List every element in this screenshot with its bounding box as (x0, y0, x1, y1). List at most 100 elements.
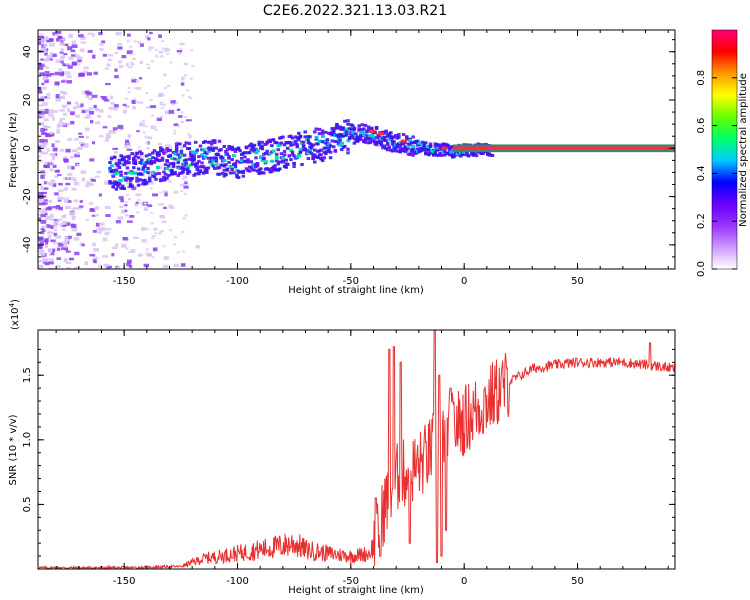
ridge-cell (108, 166, 112, 170)
ridge-core (306, 151, 311, 155)
ridge-cell (200, 161, 204, 165)
noise-speck (74, 137, 79, 141)
ridge-cell (303, 130, 307, 134)
noise-speck (107, 265, 112, 269)
ridge-cell (113, 155, 117, 159)
noise-speck (79, 205, 84, 208)
noise-speck (54, 71, 61, 76)
noise-speck (180, 190, 184, 193)
noise-speck (61, 224, 67, 227)
ridge-cell (143, 178, 147, 182)
ridge-cell (171, 165, 176, 169)
noise-speck (44, 244, 48, 249)
noise-speck (40, 212, 45, 216)
noise-speck (47, 162, 53, 165)
noise-speck (143, 202, 147, 205)
noise-speck (43, 43, 48, 48)
noise-speck (41, 131, 47, 135)
ridge-cell (154, 177, 158, 181)
noise-speck (63, 258, 68, 262)
noise-speck (68, 257, 75, 261)
x-tick-label: 50 (571, 576, 584, 587)
ridge-cell (332, 128, 336, 132)
noise-speck (169, 61, 173, 64)
noise-speck (60, 56, 65, 60)
ridge-cell (428, 144, 433, 148)
noise-speck (176, 140, 180, 143)
noise-speck (127, 66, 133, 69)
ridge-cell (379, 141, 384, 145)
noise-speck (89, 177, 95, 181)
noise-speck (59, 51, 64, 54)
noise-speck (38, 199, 43, 203)
y-tick-label: 0.5 (22, 496, 33, 512)
ridge-cell (389, 134, 393, 138)
noise-speck (102, 237, 108, 242)
noise-speck (137, 146, 141, 149)
ridge-cell (119, 173, 123, 177)
ridge-cell (387, 145, 392, 149)
noise-speck (173, 123, 179, 127)
ridge-cell (270, 169, 274, 173)
ridge-cell (260, 144, 265, 148)
ridge-cell (182, 144, 187, 148)
ridge-cell (206, 156, 211, 160)
ridge-cell (312, 130, 317, 134)
ridge-cell (346, 151, 350, 155)
ridge-cell (113, 180, 117, 184)
ridge-cell (214, 159, 219, 163)
ridge-cell (203, 140, 207, 144)
noise-speck (161, 40, 165, 43)
noise-speck (73, 106, 78, 110)
noise-speck (110, 95, 114, 100)
ridge-cell (351, 124, 355, 128)
noise-speck (99, 222, 105, 226)
noise-speck (93, 256, 99, 259)
noise-speck (168, 145, 172, 148)
noise-speck (84, 127, 90, 132)
noise-speck (90, 179, 96, 182)
noise-speck (41, 171, 46, 176)
noise-speck (85, 94, 90, 99)
noise-speck (137, 198, 141, 201)
ridge-cell (187, 170, 192, 174)
noise-speck (83, 66, 89, 70)
noise-speck (50, 52, 54, 55)
noise-speck (135, 100, 139, 103)
ridge-cell (114, 168, 119, 172)
noise-speck (150, 237, 154, 240)
noise-speck (164, 86, 168, 89)
noise-speck (38, 145, 42, 150)
noise-speck (125, 62, 129, 67)
ridge-cell (420, 148, 425, 152)
noise-speck (70, 223, 75, 227)
ridge-cell (235, 173, 239, 177)
ridge-cell (276, 148, 280, 152)
ridge-cell (341, 126, 346, 130)
noise-speck (71, 228, 78, 232)
ridge-cell (328, 150, 333, 154)
noise-speck (92, 242, 96, 247)
noise-speck (126, 193, 130, 196)
noise-speck (128, 250, 132, 253)
noise-speck (66, 177, 71, 180)
ridge-cell (147, 179, 152, 183)
ridge-cell (336, 140, 341, 144)
spectrogram-frame (37, 29, 676, 270)
ridge-cell (401, 142, 406, 146)
noise-speck (158, 203, 164, 206)
ridge-cell (219, 148, 223, 152)
noise-speck (140, 227, 146, 231)
ridge-cell (189, 152, 193, 156)
noise-speck (66, 250, 71, 253)
ridge-cell (179, 149, 184, 153)
noise-speck (190, 49, 194, 52)
noise-speck (38, 114, 44, 117)
noise-speck (162, 245, 166, 248)
ridge-cell (363, 123, 368, 127)
ridge-cell (249, 148, 254, 152)
noise-speck (104, 137, 110, 142)
ridge-cell (214, 146, 219, 150)
ridge-cell (389, 131, 393, 135)
ridge-cell (281, 158, 285, 162)
